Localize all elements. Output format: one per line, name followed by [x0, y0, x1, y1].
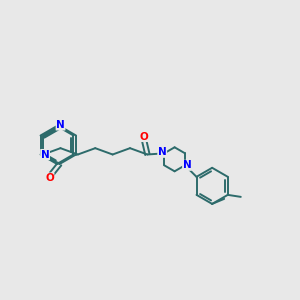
- Text: O: O: [45, 173, 54, 183]
- Text: N: N: [183, 160, 191, 170]
- Text: O: O: [139, 131, 148, 142]
- Text: N: N: [41, 149, 50, 160]
- Text: N: N: [158, 147, 167, 157]
- Text: N: N: [56, 120, 65, 130]
